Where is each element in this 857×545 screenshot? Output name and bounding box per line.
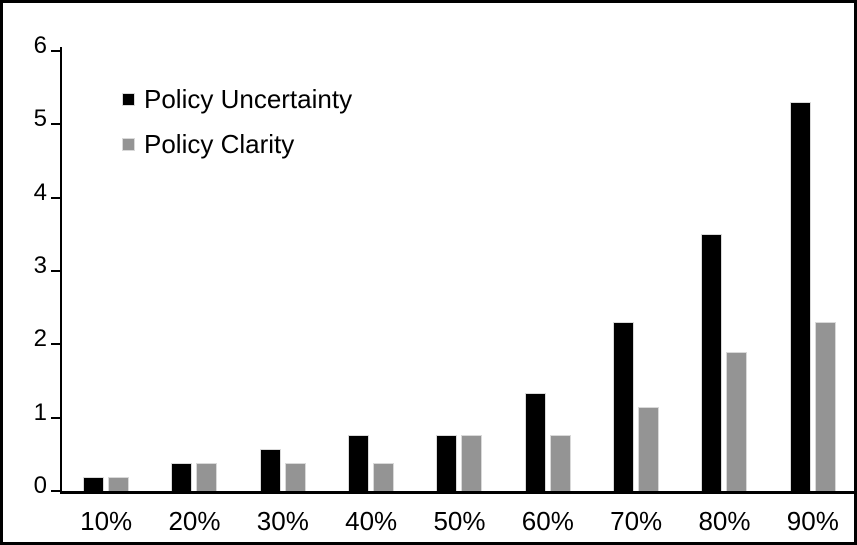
y-axis-label: 0: [33, 472, 47, 499]
y-axis-label: 5: [33, 105, 47, 133]
bar-policy-clarity-50%: [461, 434, 483, 491]
legend-label: Policy Clarity: [144, 129, 295, 159]
x-axis-label: 30%: [256, 506, 309, 536]
bar-group: [239, 449, 327, 491]
legend-label: Policy Uncertainty: [144, 84, 353, 114]
x-axis-label: 80%: [698, 506, 751, 536]
y-axis-label: 1: [33, 398, 47, 426]
bar-policy-uncertainty-90%: [789, 102, 811, 491]
bar-policy-uncertainty-20%: [171, 463, 193, 491]
bar-policy-clarity-60%: [549, 434, 571, 491]
bar-group: [592, 322, 680, 491]
bar-policy-uncertainty-60%: [524, 393, 546, 491]
bar-group: [150, 463, 238, 491]
bar-policy-uncertainty-70%: [613, 322, 635, 491]
y-axis-label: 2: [33, 325, 47, 353]
y-axis-label: 3: [33, 252, 47, 279]
y-axis-tick: [51, 270, 60, 272]
y-axis-tick: [51, 196, 60, 199]
y-axis-tick: [51, 416, 60, 419]
x-axis-label: 40%: [345, 506, 398, 536]
bar-group: [415, 434, 503, 491]
bar-group: [327, 435, 415, 491]
bar-policy-clarity-80%: [726, 351, 748, 491]
y-axis-line: [60, 47, 62, 51]
bar-group: [504, 393, 592, 491]
x-axis-label: 70%: [610, 506, 663, 536]
bar-policy-uncertainty-40%: [348, 435, 370, 491]
y-axis-tick: [51, 490, 60, 492]
bar-group: [680, 234, 768, 491]
bar-policy-clarity-70%: [638, 406, 660, 491]
bar-policy-uncertainty-80%: [701, 234, 723, 491]
x-axis-label: 10%: [80, 506, 133, 536]
y-axis-label: 4: [33, 178, 47, 206]
y-axis-tick: [51, 50, 60, 52]
bar-policy-clarity-20%: [196, 463, 218, 491]
bar-policy-clarity-30%: [284, 463, 306, 491]
bar-policy-uncertainty-50%: [436, 434, 458, 491]
bar-policy-uncertainty-10%: [83, 477, 105, 491]
bar-policy-clarity-40%: [373, 463, 395, 491]
y-axis-tick: [51, 343, 60, 346]
legend: Policy Uncertainty Policy Clarity: [122, 84, 352, 174]
legend-swatch-icon: [122, 137, 135, 151]
y-axis-tick: [51, 123, 60, 126]
bar-group: [769, 102, 854, 491]
bar-policy-clarity-90%: [814, 322, 836, 491]
x-axis-label: 90%: [786, 506, 839, 536]
bar-policy-clarity-10%: [108, 477, 130, 491]
legend-item: Policy Clarity: [122, 129, 352, 159]
legend-item: Policy Uncertainty: [122, 84, 352, 114]
x-axis-label: 60%: [521, 506, 574, 536]
bar-policy-uncertainty-30%: [259, 449, 281, 491]
bar-group: [62, 477, 150, 491]
x-axis-label: 50%: [433, 506, 486, 536]
y-axis-label: 6: [33, 32, 47, 59]
plot-area: 0 1 2 3 4 5 6 10% 20% 30% 40% 50% 60% 70% 80% 90% Poli…: [34, 32, 854, 536]
x-axis-label: 20%: [168, 506, 221, 536]
legend-swatch-icon: [122, 92, 135, 106]
